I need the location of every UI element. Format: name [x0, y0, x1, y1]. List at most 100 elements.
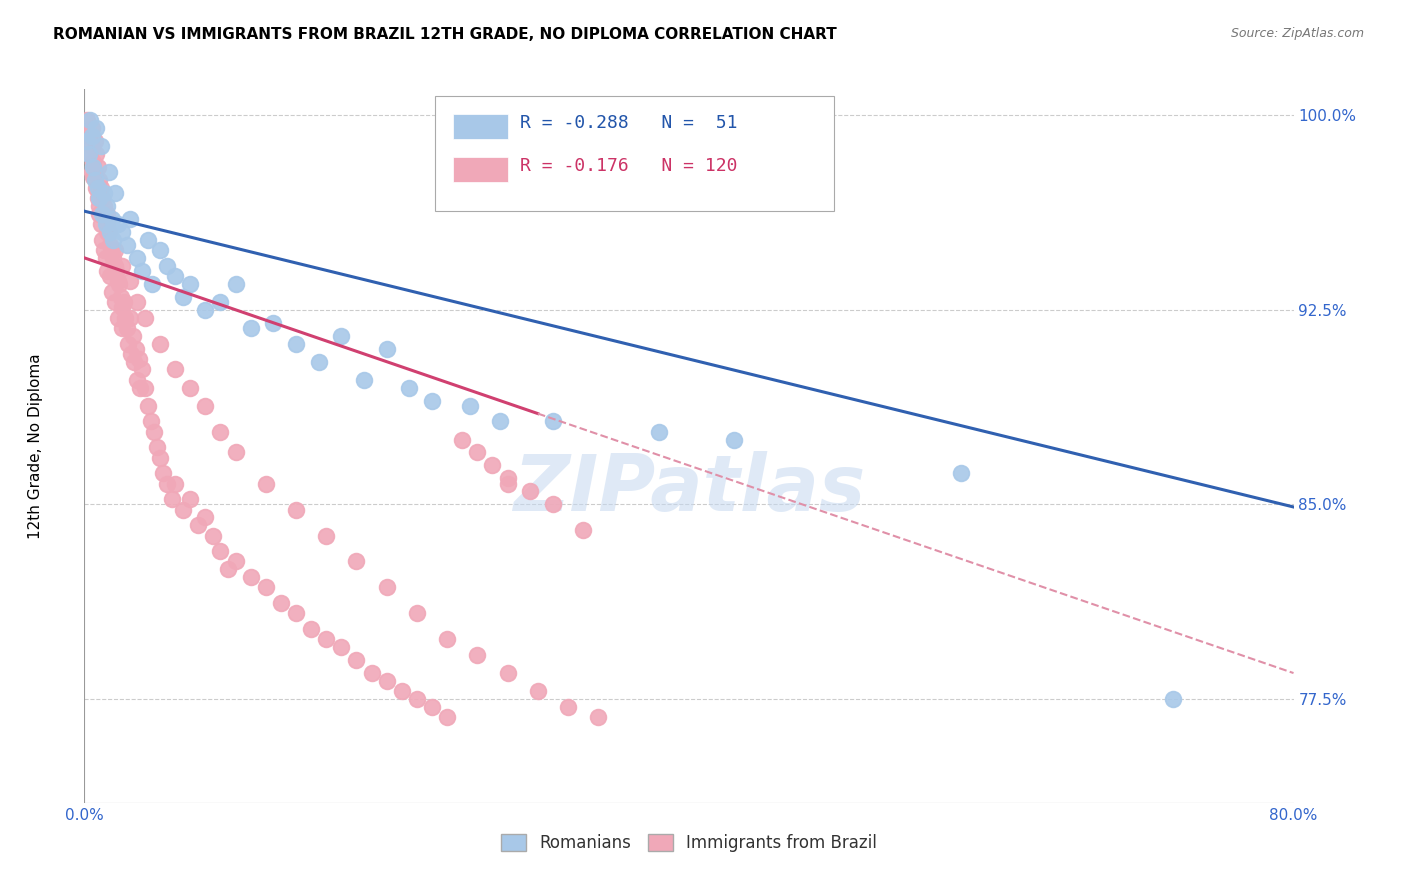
Point: [406, 692, 429, 706]
Point: [93, 199, 115, 213]
Point: [458, 399, 481, 413]
Point: [131, 264, 153, 278]
Point: [122, 354, 145, 368]
Point: [142, 425, 165, 439]
Text: ROMANIAN VS IMMIGRANTS FROM BRAZIL 12TH GRADE, NO DIPLOMA CORRELATION CHART: ROMANIAN VS IMMIGRANTS FROM BRAZIL 12TH …: [53, 27, 837, 42]
Point: [110, 290, 132, 304]
Point: [420, 393, 443, 408]
Point: [723, 433, 745, 447]
Point: [496, 476, 519, 491]
Legend: Romanians, Immigrants from Brazil: Romanians, Immigrants from Brazil: [495, 827, 883, 859]
Point: [156, 259, 179, 273]
Point: [89, 207, 111, 221]
Point: [496, 471, 519, 485]
Point: [225, 445, 247, 459]
Point: [239, 570, 262, 584]
Point: [179, 492, 201, 507]
Point: [114, 310, 136, 325]
Point: [285, 607, 308, 621]
Point: [519, 484, 541, 499]
Point: [96, 199, 118, 213]
Point: [89, 191, 111, 205]
Point: [104, 259, 127, 273]
Point: [149, 450, 172, 465]
Point: [91, 233, 114, 247]
Point: [209, 295, 232, 310]
Point: [496, 666, 519, 681]
Point: [91, 191, 114, 205]
Point: [111, 321, 134, 335]
Point: [127, 295, 149, 310]
Point: [375, 581, 398, 595]
Point: [105, 264, 128, 278]
Text: R = -0.176   N = 120: R = -0.176 N = 120: [520, 157, 737, 175]
Point: [481, 458, 503, 473]
Point: [136, 399, 159, 413]
Point: [149, 243, 172, 257]
Point: [93, 186, 115, 200]
Point: [86, 121, 108, 136]
Point: [86, 181, 108, 195]
Point: [330, 640, 353, 654]
Point: [112, 295, 135, 310]
Point: [87, 160, 110, 174]
Point: [179, 381, 201, 395]
Point: [98, 225, 121, 239]
Point: [172, 290, 194, 304]
Point: [79, 113, 101, 128]
Point: [165, 268, 187, 283]
Point: [97, 225, 120, 239]
Point: [104, 186, 127, 200]
Point: [115, 321, 138, 335]
Point: [97, 165, 120, 179]
Point: [84, 134, 107, 148]
Point: [139, 414, 162, 428]
Point: [136, 233, 159, 247]
FancyBboxPatch shape: [453, 157, 508, 182]
Point: [467, 445, 489, 459]
Point: [360, 666, 382, 681]
Point: [98, 268, 121, 283]
Point: [285, 336, 308, 351]
Point: [111, 225, 134, 239]
Point: [194, 510, 217, 524]
Point: [115, 238, 138, 252]
Point: [398, 381, 420, 395]
Point: [187, 518, 209, 533]
Point: [420, 699, 443, 714]
Point: [94, 251, 117, 265]
Point: [127, 251, 149, 265]
Point: [82, 154, 104, 169]
Point: [77, 147, 100, 161]
Point: [254, 581, 277, 595]
Point: [104, 243, 127, 257]
Point: [82, 170, 104, 185]
Point: [96, 207, 118, 221]
Point: [299, 622, 322, 636]
Point: [111, 300, 134, 314]
Point: [94, 207, 117, 221]
Point: [134, 381, 156, 395]
Point: [285, 502, 308, 516]
Point: [239, 321, 262, 335]
Point: [107, 310, 129, 325]
Text: 12th Grade, No Diploma: 12th Grade, No Diploma: [28, 353, 42, 539]
Point: [451, 433, 474, 447]
Point: [90, 139, 112, 153]
Point: [84, 173, 107, 187]
Point: [194, 302, 217, 317]
Point: [541, 497, 564, 511]
Text: ZIPatlas: ZIPatlas: [513, 450, 865, 527]
Point: [489, 414, 512, 428]
Point: [1161, 692, 1184, 706]
Point: [82, 160, 104, 174]
Point: [96, 225, 118, 239]
Point: [209, 425, 232, 439]
Point: [87, 181, 110, 195]
Point: [436, 710, 458, 724]
Point: [315, 632, 337, 647]
Point: [129, 381, 152, 395]
Point: [80, 128, 103, 143]
Point: [152, 467, 174, 481]
Point: [76, 113, 98, 128]
